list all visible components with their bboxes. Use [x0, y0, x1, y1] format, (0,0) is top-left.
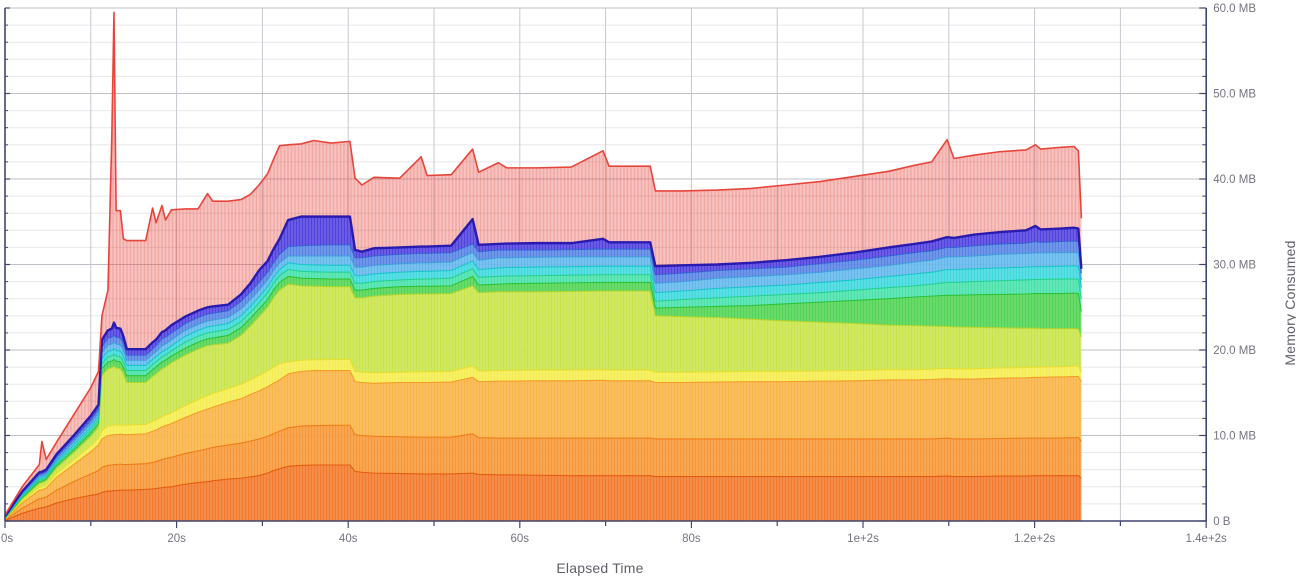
y-axis-title: Memory Consumed: [1282, 240, 1296, 366]
line-salmon-total: [4, 11, 1083, 516]
line-sky-blue: [4, 251, 1082, 518]
y-tick-label: 50.0 MB: [1213, 89, 1256, 101]
x-tick-label: 1e+2s: [847, 533, 879, 545]
x-tick-label: 1.2e+2s: [1014, 533, 1055, 545]
axes: 0 B 10.0 MB 20.0 MB 30.0 MB 40.0 MB 50.0 MB 60…: [1, 3, 1256, 545]
y-tick-label: 30.0 MB: [1213, 260, 1256, 272]
y-tick-label: 40.0 MB: [1213, 174, 1256, 186]
line-dark-orange: [4, 464, 1082, 522]
x-tick-label: 60s: [511, 533, 530, 545]
total-hatch-overlay: [5, 12, 1082, 517]
line-indigo: [4, 215, 1083, 517]
x-tick-label: 1.4e+2s: [1186, 533, 1227, 545]
y-tick-label: 60.0 MB: [1213, 3, 1256, 15]
y-tick-label: 0 B: [1213, 516, 1231, 528]
line-chartreuse: [4, 283, 1082, 520]
line-amber: [4, 369, 1082, 521]
x-tick-label: 20s: [167, 533, 186, 545]
x-axis-title: Elapsed Time: [556, 560, 644, 576]
y-tick-label: 20.0 MB: [1213, 345, 1256, 357]
line-blue: [4, 240, 1082, 518]
line-orange: [4, 424, 1082, 521]
line-cyan: [4, 260, 1082, 518]
line-spring-green: [4, 268, 1082, 519]
line-yellow: [4, 358, 1082, 520]
y-tick-label: 10.0 MB: [1213, 431, 1256, 443]
x-tick-label: 80s: [682, 533, 701, 545]
x-tick-label: 40s: [339, 533, 358, 545]
x-tick-label: 0s: [1, 533, 13, 545]
series-areas: [4, 11, 1083, 522]
line-green: [4, 275, 1082, 519]
